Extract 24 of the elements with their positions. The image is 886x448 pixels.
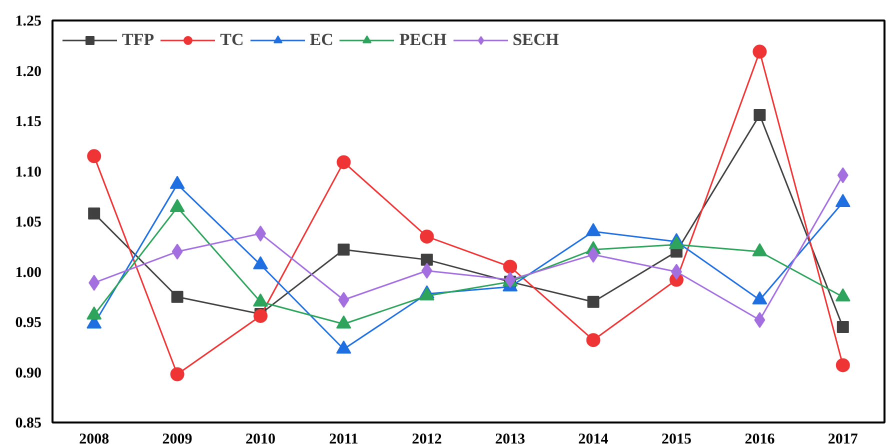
legend-label: PECH: [399, 30, 447, 50]
y-tick-label: 1.10: [15, 164, 42, 180]
x-tick-label: 2011: [329, 432, 358, 448]
legend-label: EC: [310, 30, 334, 50]
y-tick-label: 0.90: [15, 365, 42, 382]
y-tick-label: 1.20: [15, 64, 42, 80]
y-tick-label: 0.85: [15, 416, 42, 432]
x-tick-label: 2014: [578, 432, 609, 448]
y-tick-label: 0.95: [15, 315, 42, 331]
y-tick-label: 1.05: [15, 214, 42, 230]
legend-label: TFP: [122, 30, 154, 50]
x-tick-label: 2010: [246, 432, 276, 448]
x-tick-label: 2012: [412, 432, 442, 448]
y-tick-label: 1.00: [15, 264, 42, 281]
x-tick-label: 2017: [828, 432, 858, 448]
y-tick-label: 1.25: [15, 14, 42, 30]
x-tick-label: 2015: [662, 432, 692, 448]
x-tick-label: 2013: [495, 432, 526, 448]
x-tick-label: 2008: [79, 432, 110, 448]
x-tick-label: 2016: [744, 432, 776, 448]
legend-label: TC: [220, 30, 244, 50]
y-tick-label: 1.15: [15, 114, 42, 130]
x-tick-label: 2009: [162, 432, 192, 448]
legend-label: SECH: [512, 30, 559, 50]
